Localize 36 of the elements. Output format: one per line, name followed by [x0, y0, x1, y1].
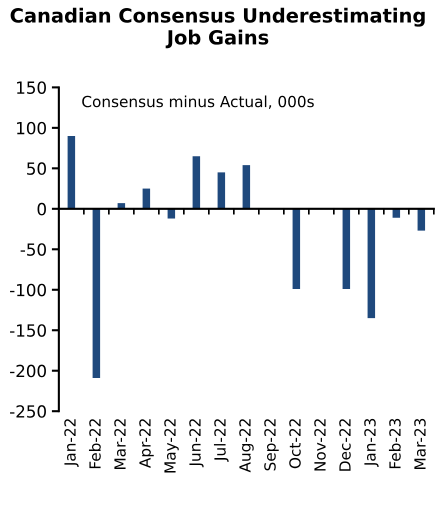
bar	[192, 156, 200, 209]
y-tick-label: 0	[38, 202, 46, 216]
y-tick-label: 50	[27, 162, 46, 175]
bar	[292, 208, 300, 289]
bar	[142, 188, 150, 209]
x-tick-label: Mar-22	[114, 419, 126, 469]
bar	[218, 172, 226, 209]
bar	[368, 208, 376, 318]
y-tick-label: 150	[17, 81, 46, 94]
x-tick-label: Dec-22	[339, 419, 351, 471]
bar	[92, 208, 100, 378]
x-tick-label: Nov-22	[314, 419, 326, 471]
bar	[68, 136, 76, 209]
y-tick-label: 100	[17, 122, 46, 134]
x-tick-label: May-22	[164, 419, 179, 472]
bar	[418, 208, 426, 231]
x-tick-label: Jul-22	[214, 419, 229, 462]
bar	[242, 165, 250, 209]
x-tick-label: Mar-23	[414, 418, 426, 469]
x-tick-label: Jan-22	[64, 419, 79, 467]
x-tick-label: Oct-22	[289, 419, 301, 468]
y-tick-label: -150	[10, 324, 46, 337]
x-tick-label: Sep-22	[264, 419, 279, 470]
x-tick-label: Jun-22	[189, 419, 204, 468]
chart-title: Canadian Consensus Underestimating Job Gains	[10, 8, 425, 48]
x-tick-label: Jan-23	[364, 418, 379, 467]
y-tick-label: -250	[10, 405, 46, 418]
y-tick-label: -100	[10, 284, 46, 296]
y-tick-label: -50	[20, 243, 46, 256]
x-tick-label: Apr-22	[139, 419, 154, 468]
x-tick-label: Aug-22	[239, 419, 254, 472]
y-tick-label: -200	[10, 364, 46, 378]
bar	[342, 208, 350, 289]
x-tick-label: Feb-23	[388, 418, 401, 468]
x-tick-label: Feb-22	[88, 419, 101, 468]
annotation: Consensus minus Actual, 000s	[82, 95, 314, 109]
